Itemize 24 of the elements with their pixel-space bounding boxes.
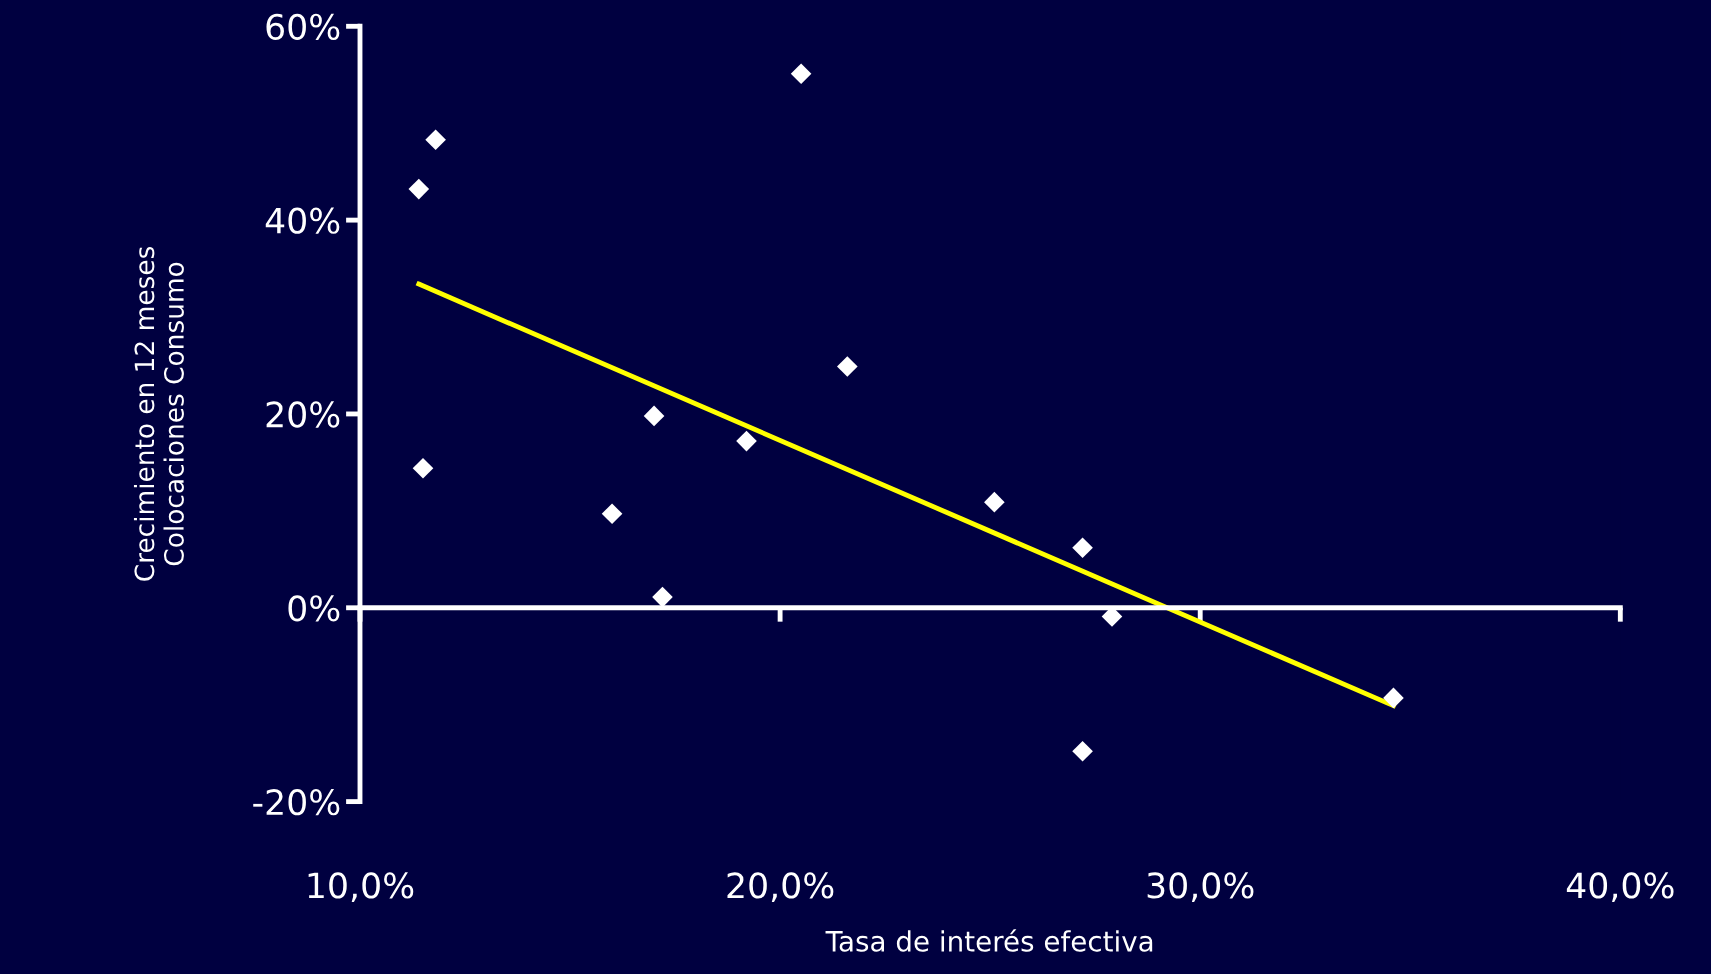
point — [1383, 687, 1404, 709]
point — [652, 586, 673, 608]
y-axis-title: Crecimiento en 12 meses Colocaciones Consumo — [133, 246, 184, 581]
point — [790, 63, 812, 85]
point — [736, 430, 757, 452]
point — [425, 129, 446, 150]
point — [837, 356, 858, 377]
point — [643, 405, 665, 427]
x-tick-label: 10,0% — [308, 872, 414, 903]
y-tick-label: 20% — [266, 401, 340, 428]
point — [408, 178, 430, 200]
point — [1072, 537, 1093, 558]
point — [984, 491, 1005, 513]
x-tick-label: 30,0% — [1147, 872, 1254, 903]
point — [1072, 740, 1093, 762]
y-tick-label: -20% — [253, 789, 340, 816]
x-tick-label: 20,0% — [727, 872, 834, 903]
y-tick-label: 0% — [288, 595, 340, 622]
y-tick-label: 40% — [265, 207, 340, 234]
y-tick-label: 60% — [266, 13, 340, 40]
x-axis-title: Tasa de interés efectiva — [825, 929, 1153, 952]
point — [412, 457, 434, 479]
x-tick-label: 40,0% — [1566, 872, 1674, 903]
point — [601, 503, 623, 525]
